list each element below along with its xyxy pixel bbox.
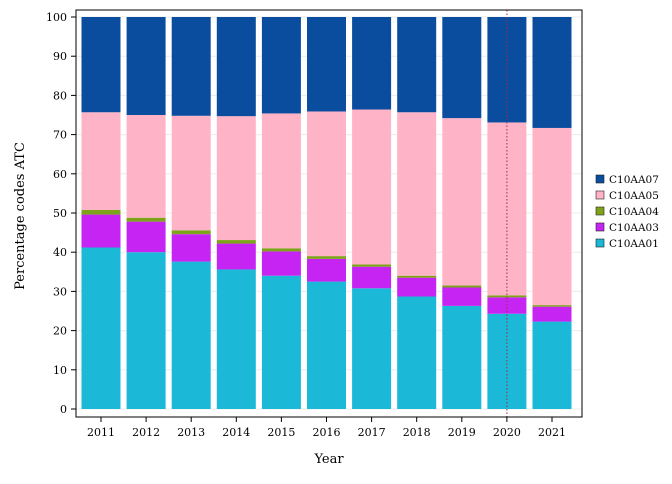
bar-segment-c10aa07-2016 <box>307 17 346 112</box>
legend-label-c10aa01: C10AA01 <box>609 238 659 250</box>
y-tick-label: 50 <box>53 207 67 220</box>
bar-segment-c10aa03-2019 <box>442 287 482 306</box>
y-tick-label: 60 <box>53 168 67 181</box>
y-tick-label: 100 <box>46 11 67 24</box>
bar-segment-c10aa03-2011 <box>81 214 121 248</box>
bar-segment-c10aa05-2014 <box>216 116 256 241</box>
x-tick-label: 2013 <box>177 426 205 439</box>
bar-segment-c10aa05-2021 <box>532 127 572 306</box>
bar-segment-c10aa04-2018 <box>397 275 437 278</box>
y-tick-label: 20 <box>53 325 67 338</box>
bar-segment-c10aa01-2012 <box>126 252 166 409</box>
bar-segment-c10aa04-2017 <box>352 264 392 267</box>
bar-segment-c10aa03-2017 <box>352 266 392 289</box>
y-tick-label: 30 <box>53 285 67 298</box>
bar-segment-c10aa04-2019 <box>442 285 482 288</box>
y-tick-label: 90 <box>53 50 67 63</box>
bar-segment-c10aa03-2018 <box>397 277 437 297</box>
bar-segment-c10aa05-2017 <box>352 109 392 265</box>
bar-segment-c10aa01-2016 <box>307 281 346 409</box>
bar-segment-c10aa01-2021 <box>532 321 572 409</box>
x-tick-label: 2019 <box>448 426 476 439</box>
legend-swatch-c10aa01 <box>595 238 605 248</box>
bar-segment-c10aa05-2018 <box>397 112 437 276</box>
bar-segment-c10aa07-2012 <box>126 17 166 115</box>
legend-label-c10aa03: C10AA03 <box>609 222 659 234</box>
bars <box>81 17 572 409</box>
bar-segment-c10aa05-2013 <box>171 115 211 231</box>
x-tick-label: 2017 <box>358 426 386 439</box>
bar-segment-c10aa07-2018 <box>397 17 437 113</box>
bar-segment-c10aa01-2015 <box>261 275 301 409</box>
legend-label-c10aa07: C10AA07 <box>609 174 659 186</box>
bar-segment-c10aa07-2017 <box>352 17 392 110</box>
y-tick-label: 70 <box>53 129 67 142</box>
bar-segment-c10aa07-2021 <box>532 17 572 128</box>
bar-segment-c10aa04-2011 <box>81 209 121 215</box>
bar-segment-c10aa04-2015 <box>261 248 301 252</box>
bar-segment-c10aa05-2011 <box>81 112 121 210</box>
x-tick-label: 2018 <box>403 426 431 439</box>
bar-segment-c10aa01-2017 <box>352 288 392 409</box>
bar-segment-c10aa01-2019 <box>442 305 482 409</box>
legend-label-c10aa05: C10AA05 <box>609 190 659 202</box>
bar-segment-c10aa03-2013 <box>171 234 211 262</box>
x-tick-label: 2012 <box>132 426 160 439</box>
bar-segment-c10aa03-2016 <box>307 258 346 282</box>
bar-segment-c10aa04-2012 <box>126 217 166 222</box>
y-tick-label: 0 <box>60 403 67 416</box>
bar-segment-c10aa01-2014 <box>216 269 256 409</box>
legend-label-c10aa04: C10AA04 <box>609 206 659 218</box>
x-tick-label: 2015 <box>267 426 295 439</box>
x-tick-label: 2014 <box>222 426 250 439</box>
x-tick-label: 2016 <box>313 426 341 439</box>
bar-segment-c10aa04-2016 <box>307 256 346 259</box>
bar-segment-c10aa01-2018 <box>397 296 437 409</box>
legend: C10AA07 C10AA05 C10AA04 C10AA03 C10AA01 <box>595 174 659 250</box>
legend-swatch-c10aa03 <box>595 222 605 232</box>
y-tick-label: 10 <box>53 364 67 377</box>
y-axis-title: Percentage codes ATC <box>13 142 28 290</box>
bar-segment-c10aa04-2021 <box>532 305 572 307</box>
bar-segment-c10aa07-2015 <box>261 17 301 114</box>
bar-segment-c10aa05-2015 <box>261 113 301 249</box>
bar-segment-c10aa05-2019 <box>442 118 482 286</box>
legend-swatch-c10aa07 <box>595 174 605 184</box>
y-tick-label: 80 <box>53 89 67 102</box>
bar-segment-c10aa03-2020 <box>487 297 527 314</box>
bar-segment-c10aa04-2014 <box>216 240 256 244</box>
bar-segment-c10aa01-2013 <box>171 261 211 409</box>
bar-segment-c10aa01-2011 <box>81 247 121 409</box>
bar-segment-c10aa07-2013 <box>171 17 211 116</box>
x-tick-label: 2021 <box>538 426 566 439</box>
bar-segment-c10aa03-2014 <box>216 243 256 270</box>
bar-segment-c10aa07-2014 <box>216 17 256 117</box>
bar-segment-c10aa03-2015 <box>261 251 301 276</box>
bar-segment-c10aa07-2011 <box>81 17 121 113</box>
bar-segment-c10aa03-2012 <box>126 221 166 253</box>
bar-segment-c10aa05-2012 <box>126 115 166 218</box>
y-tick-label: 40 <box>53 246 67 259</box>
bar-segment-c10aa03-2021 <box>532 306 572 322</box>
bar-segment-c10aa07-2019 <box>442 17 482 119</box>
legend-swatch-c10aa05 <box>595 190 605 200</box>
x-tick-label: 2011 <box>87 426 115 439</box>
axes: 0 10 20 30 40 50 60 70 80 90 100 2011 2012 2013 2014 20… <box>46 9 583 439</box>
bar-segment-c10aa04-2013 <box>171 230 211 235</box>
x-axis-title: Year <box>313 452 344 467</box>
legend-swatch-c10aa04 <box>595 206 605 216</box>
bar-segment-c10aa05-2016 <box>307 111 346 257</box>
x-tick-label: 2020 <box>493 426 521 439</box>
bar-segment-c10aa04-2020 <box>487 295 527 298</box>
